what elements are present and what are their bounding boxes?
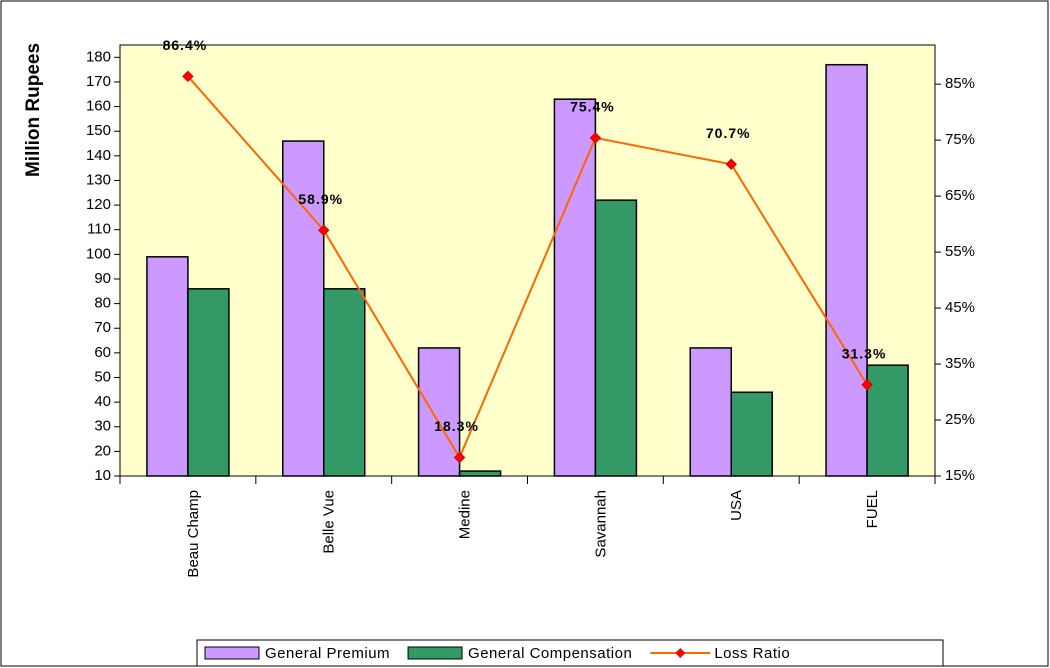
y-tick-label: 30: [94, 418, 111, 435]
y-tick-label: 150: [86, 122, 111, 139]
plot-area: [119, 44, 936, 477]
legend-marker: [675, 648, 686, 658]
legend-box: [196, 639, 944, 667]
x-tick-label: Beau Champ: [185, 490, 202, 578]
y2-tick-label: 65%: [945, 187, 975, 204]
y-tick-label: 80: [94, 295, 111, 312]
x-tick-label: USA: [728, 490, 745, 521]
y-tick-label: 50: [94, 368, 111, 385]
y-tick-label: 10: [94, 467, 111, 484]
legend-label: General Compensation: [468, 645, 632, 662]
data-label: 18.3%: [434, 418, 479, 434]
data-label: 75.4%: [570, 99, 615, 115]
marker: [318, 224, 330, 236]
y-tick-label: 20: [94, 442, 111, 459]
y2-tick-label: 15%: [945, 467, 975, 484]
data-label: 58.9%: [298, 191, 343, 207]
legend-swatch: [407, 646, 463, 660]
y-tick-label: 40: [94, 393, 111, 410]
line: [187, 75, 868, 460]
y-tick-label: 180: [86, 48, 111, 65]
marker: [589, 132, 602, 144]
bar: [146, 256, 189, 477]
y-tick-label: 120: [86, 196, 111, 213]
legend: General Premium General Compensation Loss …: [196, 639, 944, 667]
legend-label: General Premium: [265, 645, 390, 662]
y2-tick-label: 45%: [945, 299, 975, 316]
marker: [861, 379, 873, 391]
bar: [594, 199, 638, 477]
bar: [417, 347, 461, 477]
bar: [730, 391, 773, 477]
marker: [725, 158, 737, 170]
y2-tick-label: 85%: [945, 75, 975, 92]
bar: [553, 98, 597, 477]
marker: [453, 451, 466, 464]
legend-swatch: [204, 646, 260, 660]
y-tick-label: 110: [87, 221, 111, 238]
x-tick-label: Belle Vue: [321, 490, 338, 554]
data-label: 31.3%: [842, 345, 887, 361]
y-axis-title: Million Rupees: [23, 43, 44, 177]
bar: [323, 288, 366, 477]
y2-tick-label: 75%: [945, 131, 975, 148]
y2-tick-label: 25%: [945, 411, 975, 428]
bar: [689, 347, 732, 477]
data-label: 86.4%: [163, 37, 208, 53]
y-tick-label: 100: [86, 245, 111, 262]
bar: [458, 470, 502, 477]
y-tick-label: 130: [86, 171, 111, 188]
bar: [866, 364, 909, 477]
y-tick-label: 140: [86, 147, 111, 164]
y2-tick-label: 55%: [945, 243, 975, 260]
y-tick-label: 90: [94, 270, 111, 287]
x-tick-label: FUEL: [864, 490, 881, 528]
x-tick-label: Savannah: [592, 490, 609, 558]
legend-label: Loss Ratio: [714, 645, 790, 662]
data-label: 70.7%: [706, 125, 751, 141]
x-tick-label: Medine: [457, 490, 474, 539]
y2-tick-label: 35%: [945, 355, 975, 372]
y-tick-label: 160: [86, 98, 111, 115]
y-tick-label: 70: [94, 319, 111, 336]
marker: [182, 70, 194, 83]
y-tick-label: 170: [86, 73, 111, 90]
y-tick-label: 60: [94, 344, 111, 361]
bar: [187, 288, 230, 477]
bar: [825, 63, 868, 477]
